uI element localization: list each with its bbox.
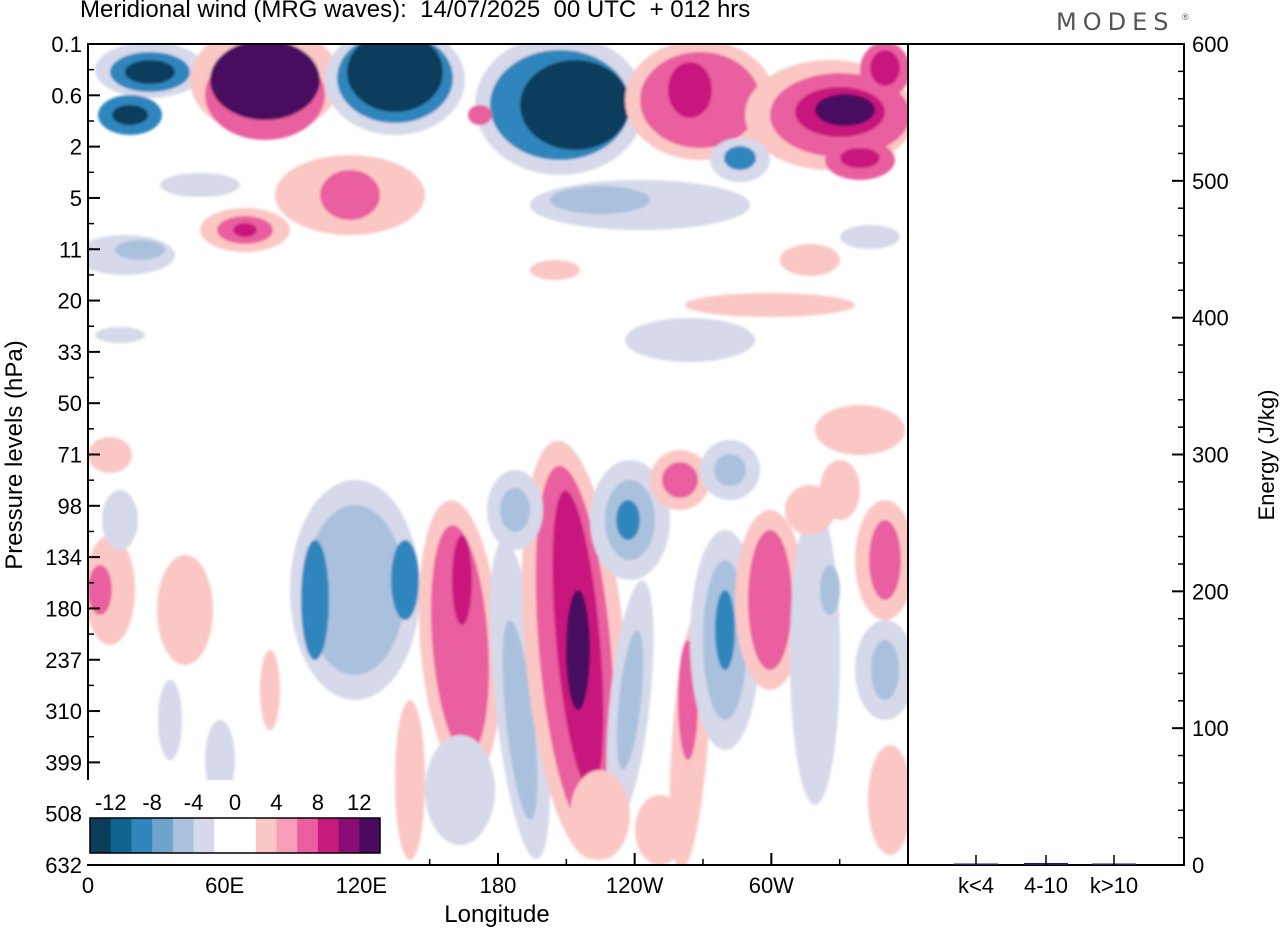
energy-panel-frame — [907, 43, 1185, 866]
y-axis-label: Pressure levels (hPa) — [1, 340, 28, 569]
legend-label: -12 — [95, 790, 127, 815]
x-axis-label: Longitude — [444, 901, 549, 928]
legend-swatch — [317, 818, 340, 853]
legend-swatch — [359, 818, 381, 853]
legend-swatch — [255, 818, 277, 853]
longitude-tick-label: 60E — [205, 873, 244, 898]
pressure-tick-label: 632 — [45, 853, 82, 878]
legend-swatch — [110, 818, 132, 853]
legend-label: 0 — [229, 790, 241, 815]
pressure-tick-label: 0.1 — [51, 32, 82, 57]
energy-tick-label: 100 — [1192, 716, 1229, 741]
pressure-tick-label: 33 — [58, 340, 82, 365]
color-legend: -12 -8 -4 0 4 8 12 — [84, 780, 386, 864]
energy-tick-label: 300 — [1192, 443, 1229, 468]
legend-label: 4 — [270, 790, 282, 815]
legend-swatch — [131, 818, 153, 853]
longitude-tick-label: 120E — [336, 873, 387, 898]
pressure-tick-label: 134 — [45, 545, 82, 570]
pressure-tick-label: 237 — [45, 648, 82, 673]
energy-tick-label: 500 — [1192, 169, 1229, 194]
longitude-tick-label: 0 — [82, 873, 94, 898]
energy-bars: k<4 4-10 k>10 — [954, 855, 1138, 898]
energy-category-label: k>10 — [1090, 873, 1138, 898]
legend-swatch — [172, 818, 195, 853]
wind-field — [88, 44, 908, 865]
pressure-tick-label: 20 — [58, 289, 82, 314]
legend-swatch — [235, 818, 257, 853]
longitude-axis: 0 60E 120E 180 120W 60W — [82, 853, 841, 898]
legend-swatch — [276, 818, 298, 853]
energy-category-label: 4-10 — [1024, 873, 1068, 898]
energy-axis-label: Energy (J/kg) — [1254, 390, 1279, 521]
legend-swatch — [152, 818, 174, 853]
energy-tick-label: 200 — [1192, 579, 1229, 604]
pressure-tick-label: 11 — [59, 237, 82, 262]
pressure-tick-label: 5 — [70, 186, 82, 211]
brand-logo: MODES — [1056, 8, 1175, 36]
legend-label: 8 — [312, 790, 324, 815]
legend-swatch — [297, 818, 319, 853]
longitude-tick-label: 120W — [606, 873, 664, 898]
pressure-tick-label: 180 — [45, 596, 82, 621]
legend-label: 12 — [347, 790, 371, 815]
pressure-tick-label: 71 — [58, 443, 82, 468]
legend-label: -4 — [184, 790, 204, 815]
pressure-tick-label: 98 — [58, 494, 82, 519]
pressure-tick-label: 310 — [45, 699, 82, 724]
legend-swatch — [214, 818, 236, 853]
legend-swatch — [90, 818, 112, 853]
legend-swatch — [338, 818, 360, 853]
legend-label: -8 — [142, 790, 162, 815]
pressure-tick-label: 508 — [45, 802, 82, 827]
pressure-tick-label: 0.6 — [51, 83, 82, 108]
longitude-tick-label: 60W — [749, 873, 794, 898]
energy-axis: 0 100 200 300 400 500 600 — [1172, 32, 1229, 878]
brand-registered-mark: ® — [1182, 12, 1189, 22]
energy-tick-label: 600 — [1192, 32, 1229, 57]
pressure-tick-label: 399 — [45, 750, 82, 775]
pressure-tick-label: 2 — [70, 135, 82, 160]
longitude-tick-label: 180 — [480, 873, 517, 898]
energy-category-label: k<4 — [958, 873, 994, 898]
energy-tick-label: 0 — [1192, 853, 1204, 878]
energy-tick-label: 400 — [1192, 306, 1229, 331]
pressure-tick-label: 50 — [58, 391, 82, 416]
legend-swatch — [193, 818, 215, 853]
chart-title: Meridional wind (MRG waves): 14/07/2025 … — [80, 0, 751, 23]
